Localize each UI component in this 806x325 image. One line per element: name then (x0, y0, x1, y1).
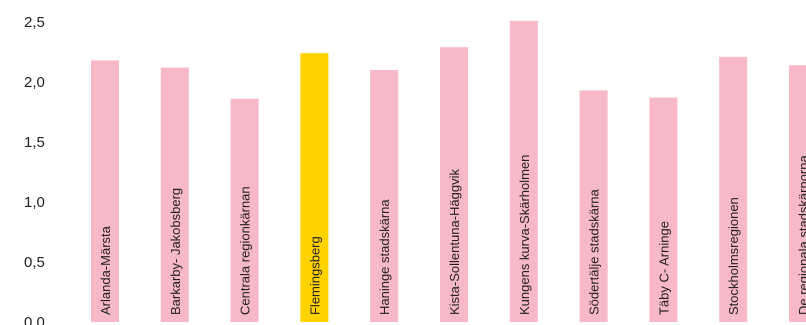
bar (789, 65, 806, 322)
category-label: Flemingsberg (307, 236, 322, 315)
category-label: Centrala regionkärnan (238, 186, 253, 315)
category-label: Arlanda-Märsta (98, 225, 113, 315)
bar (300, 53, 329, 322)
category-label: Stockholmsregionen (726, 197, 741, 315)
bar (649, 97, 678, 322)
y-axis: 0,0 0,5 1,0 1,5 2,0 2,5 (24, 14, 45, 325)
y-tick-label: 0,0 (24, 314, 45, 325)
category-label: Barkarby- Jakobsberg (168, 188, 183, 315)
category-label: Kista-Sollentuna-Häggvik (447, 169, 462, 315)
bar (160, 67, 189, 322)
y-tick-label: 1,5 (24, 134, 45, 151)
category-label: Södertälje stadskärna (587, 188, 602, 315)
bar (230, 98, 259, 322)
y-tick-label: 2,5 (24, 14, 45, 31)
category-label: De regionala stadskärnorna (796, 155, 806, 315)
y-tick-label: 2,0 (24, 74, 45, 91)
bar (440, 47, 468, 322)
y-tick-label: 1,0 (24, 194, 45, 211)
bar (509, 20, 538, 323)
category-label: Täby C- Arninge (656, 221, 671, 315)
category-label: Haninge stadskärna (377, 199, 392, 315)
bar (579, 90, 608, 323)
bar (370, 70, 399, 322)
bars (91, 20, 806, 323)
bar (91, 60, 119, 323)
y-tick-label: 0,5 (24, 254, 45, 271)
category-label: Kungens kurva-Skärholmen (517, 155, 532, 315)
category-labels: Arlanda-Märsta Barkarby- Jakobsberg Centra… (98, 155, 806, 315)
bar (719, 56, 748, 323)
